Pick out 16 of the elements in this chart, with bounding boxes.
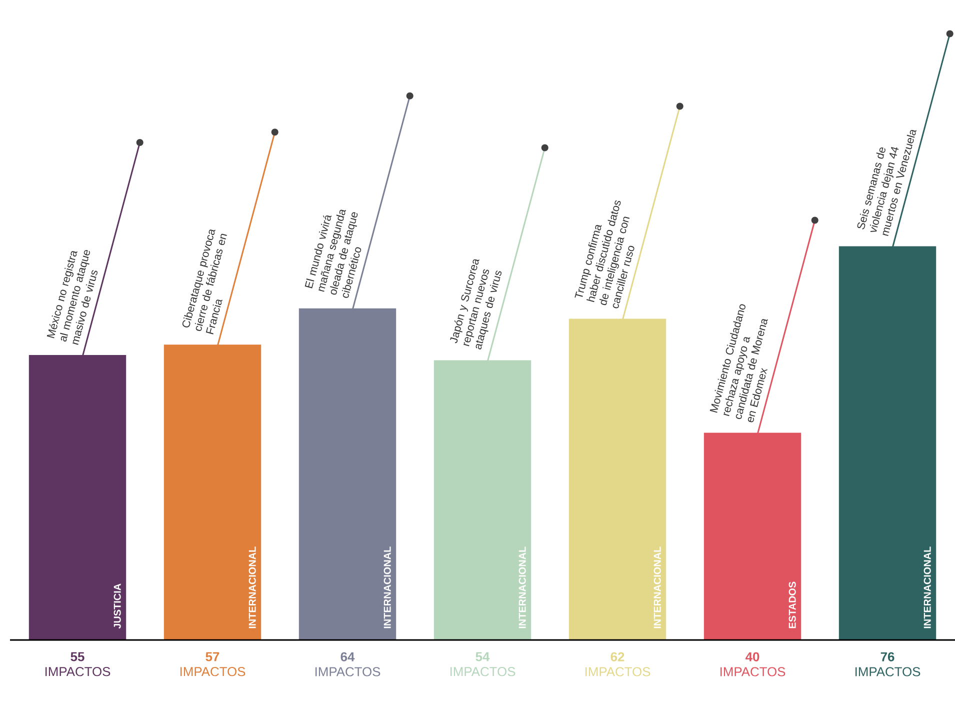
annotation: México no registra al momento ataque masivo de virus — [46, 250, 98, 345]
data-label: 54 IMPACTOS — [450, 652, 516, 676]
annotation: Japón y Surcorea reportan nuevos ataques de virus — [450, 259, 502, 350]
data-label: 57 IMPACTOS — [180, 652, 246, 676]
x-tick-label: INTERNACIONAL — [654, 546, 661, 628]
data-label: 76 IMPACTOS — [855, 652, 920, 676]
x-tick-label: INTERNACIONAL — [518, 546, 526, 628]
data-label: 40 IMPACTOS — [720, 652, 786, 676]
data-label: 64 IMPACTOS — [315, 652, 380, 676]
x-tick-label: INTERNACIONAL — [384, 546, 391, 628]
x-tick-label: INTERNACIONAL — [248, 546, 256, 628]
data-label: 62 IMPACTOS — [585, 652, 650, 676]
data-label: 55 IMPACTOS — [45, 652, 110, 676]
x-tick-label: JUSTICIA — [114, 584, 121, 629]
x-tick-label: ESTADOS — [788, 582, 796, 628]
x-tick-label: INTERNACIONAL — [924, 546, 931, 628]
